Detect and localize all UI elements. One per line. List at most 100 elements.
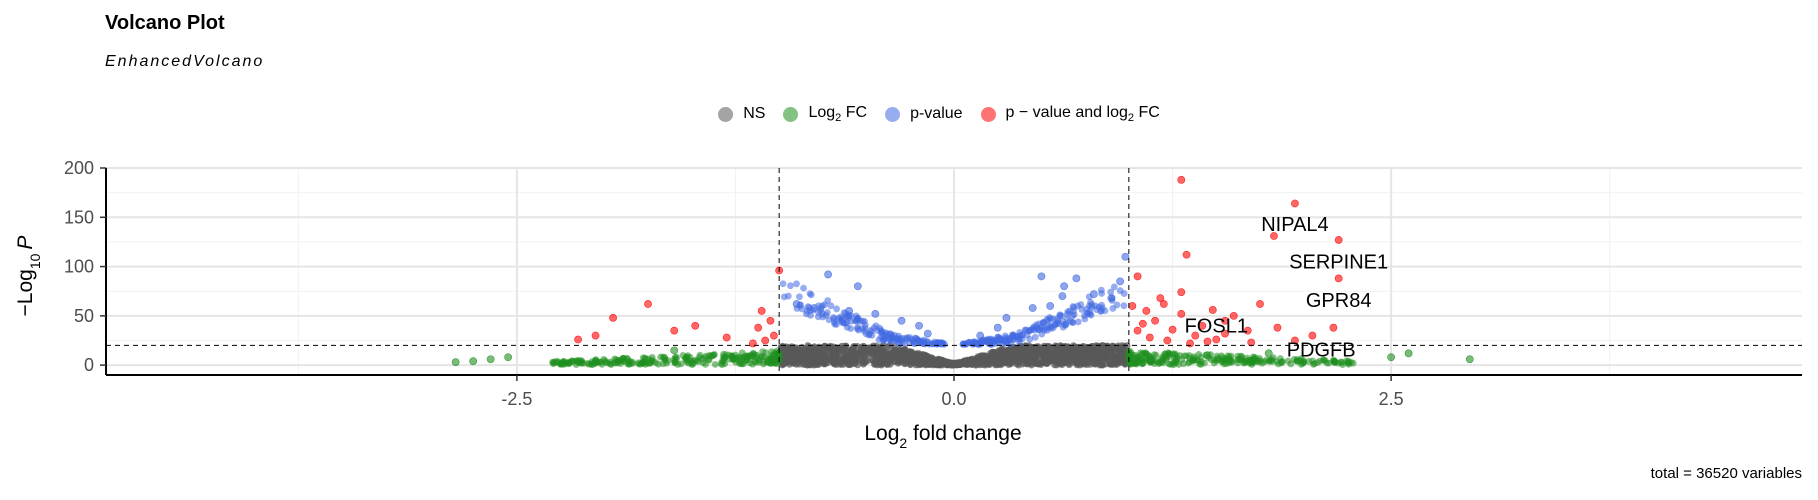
- pvalue-point: [1002, 313, 1011, 322]
- both-point: [1177, 288, 1186, 297]
- both-point: [1221, 316, 1229, 325]
- both-point: [1203, 337, 1212, 346]
- both-point: [757, 307, 766, 315]
- log2fc-point: [641, 358, 649, 366]
- both-point: [691, 321, 700, 330]
- both-point: [1151, 316, 1159, 325]
- log2fc-point: [688, 360, 695, 368]
- log2fc-point: [1161, 350, 1169, 358]
- pvalue-point: [1031, 333, 1039, 341]
- log2fc-point: [774, 354, 782, 362]
- log2fc-point: [661, 353, 668, 361]
- both-point: [1156, 294, 1165, 303]
- ns-point: [869, 349, 877, 357]
- pvalue-point: [1113, 301, 1121, 309]
- log2fc-point: [1248, 357, 1256, 364]
- both-point: [1128, 302, 1137, 310]
- log2fc-point: [504, 353, 513, 362]
- pvalue-point: [814, 313, 822, 321]
- pvalue-point: [787, 282, 794, 290]
- both-point: [1191, 331, 1200, 340]
- log2fc-point: [549, 358, 556, 366]
- ns-point: [859, 359, 867, 367]
- log2fc-point: [710, 351, 718, 359]
- pvalue-point: [898, 338, 906, 346]
- pvalue-point: [871, 309, 880, 318]
- pvalue-point: [1120, 302, 1128, 310]
- ns-point: [822, 348, 830, 356]
- both-point: [1163, 336, 1172, 345]
- caption: total = 36520 variables: [1650, 465, 1802, 482]
- log2fc-point: [1170, 361, 1178, 368]
- both-point: [761, 336, 770, 345]
- legend-key-pvalue: [885, 106, 901, 122]
- pvalue-point: [1011, 333, 1019, 341]
- pvalue-point: [1056, 311, 1064, 319]
- log2fc-point: [614, 357, 622, 365]
- ns-point: [988, 348, 996, 356]
- log2fc-point: [1132, 359, 1140, 367]
- both-point: [1334, 274, 1343, 283]
- log2fc-point: [1284, 357, 1292, 365]
- log2fc-point: [654, 360, 662, 368]
- pvalue-point: [792, 300, 801, 308]
- log2fc-point: [751, 357, 758, 365]
- log2fc-point: [722, 351, 730, 358]
- pvalue-point: [1089, 290, 1098, 299]
- gene-label: PDGFB: [1287, 339, 1356, 361]
- log2fc-point: [1268, 356, 1276, 364]
- pvalue-point: [1085, 302, 1093, 310]
- y-tick-label: 50: [74, 306, 94, 326]
- both-point: [1208, 306, 1217, 314]
- gene-label: NIPAL4: [1261, 214, 1328, 236]
- ns-point: [793, 360, 800, 368]
- log2fc-point: [1234, 356, 1241, 364]
- log2fc-point: [1343, 357, 1350, 365]
- log2fc-point: [1220, 356, 1227, 364]
- ns-point: [994, 351, 1002, 359]
- pvalue-point: [968, 339, 976, 347]
- ns-point: [934, 355, 942, 363]
- both-point: [609, 313, 617, 322]
- pvalue-point: [1074, 318, 1082, 326]
- ns-point: [780, 360, 788, 368]
- both-point: [722, 333, 731, 342]
- chart-title: Volcano Plot: [105, 12, 225, 34]
- log2fc-point: [1146, 355, 1154, 363]
- pvalue-point: [1047, 323, 1055, 330]
- ns-point: [883, 353, 891, 361]
- log2fc-point: [604, 359, 611, 367]
- chart-subtitle: EnhancedVolcano: [105, 53, 265, 70]
- gene-label: GPR84: [1306, 290, 1372, 312]
- ns-point: [1064, 344, 1071, 352]
- pvalue-point: [1062, 321, 1070, 329]
- both-point: [1329, 323, 1338, 332]
- legend-key-ns: [718, 106, 734, 122]
- both-point: [1177, 175, 1186, 184]
- pvalue-point: [853, 315, 861, 323]
- both-point: [1159, 300, 1168, 308]
- ns-point: [1096, 361, 1103, 369]
- pvalue-point: [861, 317, 868, 325]
- pvalue-point: [824, 270, 833, 279]
- log2fc-point: [1126, 347, 1133, 355]
- pvalue-point: [930, 340, 938, 348]
- pvalue-point: [887, 330, 895, 338]
- both-point: [1138, 319, 1147, 328]
- legend-item-log2fc: Log2 FC: [783, 104, 867, 124]
- log2fc-point: [1185, 358, 1193, 366]
- pvalue-point: [1058, 292, 1067, 301]
- legend: NS Log2 FC p-value p − value and log2 FC: [0, 104, 1818, 124]
- log2fc-point: [677, 360, 685, 368]
- pvalue-point: [937, 340, 945, 348]
- pvalue-point: [853, 282, 862, 291]
- ns-point: [1043, 353, 1050, 361]
- log2fc-point: [1264, 349, 1273, 358]
- log2fc-point: [721, 360, 729, 368]
- pvalue-point: [779, 280, 787, 288]
- ns-point: [1092, 342, 1100, 349]
- ns-point: [786, 360, 793, 368]
- log2fc-point: [1331, 358, 1339, 366]
- pvalue-point: [962, 340, 970, 348]
- ns-point: [956, 359, 964, 367]
